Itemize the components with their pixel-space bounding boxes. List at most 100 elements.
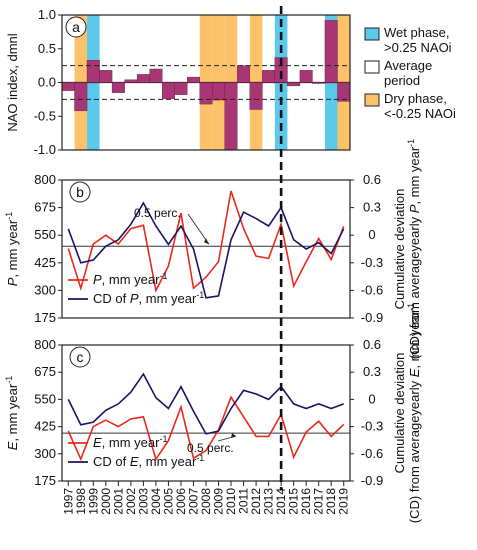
year-label-2006: 2006 <box>174 488 188 515</box>
b-legend-label-value: P, mm year-1 <box>93 271 167 287</box>
nao-bar-2007 <box>187 76 200 83</box>
c-ytick-label: 175 <box>34 473 56 488</box>
year-label-2017: 2017 <box>312 488 326 515</box>
nao-bar-2013 <box>262 70 276 83</box>
c-y2tick-label: -0.6 <box>361 446 383 461</box>
b-ytick-label: 300 <box>34 282 56 297</box>
year-label-2005: 2005 <box>161 488 175 515</box>
nao-bar-1998 <box>74 82 88 112</box>
panel-label-circle-b <box>69 181 91 203</box>
year-label-2000: 2000 <box>99 488 113 515</box>
a-ytick-label: -1.0 <box>34 142 56 157</box>
year-label-2015: 2015 <box>287 488 301 515</box>
panel-label-circle-c <box>69 346 91 368</box>
year-label-2007: 2007 <box>186 488 200 515</box>
a-ytick-label: -0.5 <box>34 108 56 123</box>
panel-c-evaporation: 800 675 550 425 300 175 0.6 0.3 0 -0.3 -0.6 -0.9 E, … <box>4 303 422 523</box>
c-y2tick-label: -0.9 <box>361 473 383 488</box>
year-label-1999: 1999 <box>86 488 100 515</box>
b-ytick-label: 675 <box>34 200 56 215</box>
nao-bar-2011 <box>237 65 251 83</box>
b-frame <box>61 179 351 319</box>
b-ytick-label: 425 <box>34 255 56 270</box>
year-label-2008: 2008 <box>199 488 213 515</box>
c-ytick-label: 675 <box>34 364 56 379</box>
b-annotation-arrow <box>187 213 210 245</box>
year-label-1997: 1997 <box>61 488 75 515</box>
b-series-cd-line <box>67 201 345 299</box>
panel-label-b: b <box>76 184 84 200</box>
year-label-2016: 2016 <box>299 488 313 515</box>
legend-swatch-average <box>364 60 380 74</box>
c-y2label: Cumulative deviation(CD) from averageyea… <box>392 303 422 523</box>
b-y2tick-label: 0.6 <box>363 172 381 187</box>
b-y2tick-label: -0.6 <box>361 282 383 297</box>
nao-bar-2019 <box>337 82 351 102</box>
c-arrowhead <box>231 433 236 439</box>
nao-bar-2009 <box>212 82 225 101</box>
b-arrowhead <box>204 238 209 245</box>
b-y2label: Cumulative deviation(CD) from averageyea… <box>392 139 422 359</box>
year-label-2011: 2011 <box>237 488 251 514</box>
year-label-2014: 2014 <box>274 488 288 515</box>
legend-label-wet: Wet phase, >0.25 NAOi <box>384 25 452 55</box>
nao-bar-2008 <box>199 82 213 105</box>
nao-bar-2015 <box>287 82 301 87</box>
b-y2tick-label: -0.9 <box>361 310 383 325</box>
c-legend-label-cd: CD of E, mm year-1 <box>93 453 204 469</box>
year-axis: 1997199819992000200120022003200420052006… <box>61 481 351 515</box>
nao-bar-2000 <box>99 70 113 83</box>
c-ytick-label: 800 <box>34 337 56 352</box>
year-label-2009: 2009 <box>212 488 226 515</box>
panel-label-circle-a <box>65 16 87 38</box>
nao-bar-2016 <box>299 70 313 83</box>
panel-a-nao-index: 1.0 0.5 0.0 -0.5 -1.0 NAO index, dmnl a Wet pha… <box>5 7 456 157</box>
c-y2tick-label: 0.3 <box>363 364 381 379</box>
c-y2tick-label: 0.6 <box>363 337 381 352</box>
c-legend-label-value: E, mm year-1 <box>93 434 167 450</box>
panel-label-c: c <box>77 349 84 365</box>
nao-bar-2012 <box>249 82 263 110</box>
nao-bar-2018 <box>324 20 338 83</box>
year-label-2004: 2004 <box>149 488 163 515</box>
b-ylabel: P, mm year-1 <box>4 212 20 286</box>
c-ytick-label: 425 <box>34 419 56 434</box>
c-ylabel: E, mm year-1 <box>4 376 20 450</box>
b-y2tick-label: 0.3 <box>363 200 381 215</box>
c-y2tick-label: -0.3 <box>361 419 383 434</box>
a-ytick-label: 0.0 <box>38 75 56 90</box>
b-ytick-label: 175 <box>34 310 56 325</box>
legend-swatch-wet <box>364 27 380 41</box>
nao-bar-2004 <box>149 68 163 83</box>
legend-label-average: Average period <box>384 58 432 88</box>
nao-bar-1999 <box>86 60 100 83</box>
nao-bar-2002 <box>124 79 138 83</box>
nao-bar-1997 <box>61 82 75 91</box>
nao-bar-2001 <box>111 82 125 93</box>
year-label-2002: 2002 <box>124 488 138 515</box>
year-label-2012: 2012 <box>249 488 263 515</box>
year-label-1998: 1998 <box>74 488 88 515</box>
nao-bar-2014 <box>274 57 288 83</box>
a-ytick-label: 0.5 <box>38 41 56 56</box>
c-ytick-label: 550 <box>34 391 56 406</box>
panel-b-precipitation: 800 675 550 425 300 175 0.6 0.3 0 -0.3 -0.6 -0.9 P, … <box>4 139 422 359</box>
nao-bar-2003 <box>136 74 150 83</box>
c-ytick-label: 300 <box>34 446 56 461</box>
b-y2tick-label: 0 <box>368 227 375 242</box>
year-label-2001: 2001 <box>111 488 125 515</box>
nao-bar-2005 <box>161 82 175 99</box>
c-annotation: 0.5 perc. <box>187 441 234 455</box>
b-annotation: 0.5 perc. <box>134 206 181 220</box>
legend-swatch-dry <box>364 93 380 107</box>
a-ytick-label: 1.0 <box>38 7 56 22</box>
c-series-value-line <box>67 395 345 462</box>
panel-label-a: a <box>72 19 80 35</box>
b-ytick-label: 800 <box>34 172 56 187</box>
b-ytick-label: 550 <box>34 227 56 242</box>
a-ylabel: NAO index, dmnl <box>5 33 20 131</box>
year-label-2003: 2003 <box>136 488 150 515</box>
c-series-cd-line <box>67 372 344 435</box>
nao-bar-2010 <box>224 82 238 151</box>
